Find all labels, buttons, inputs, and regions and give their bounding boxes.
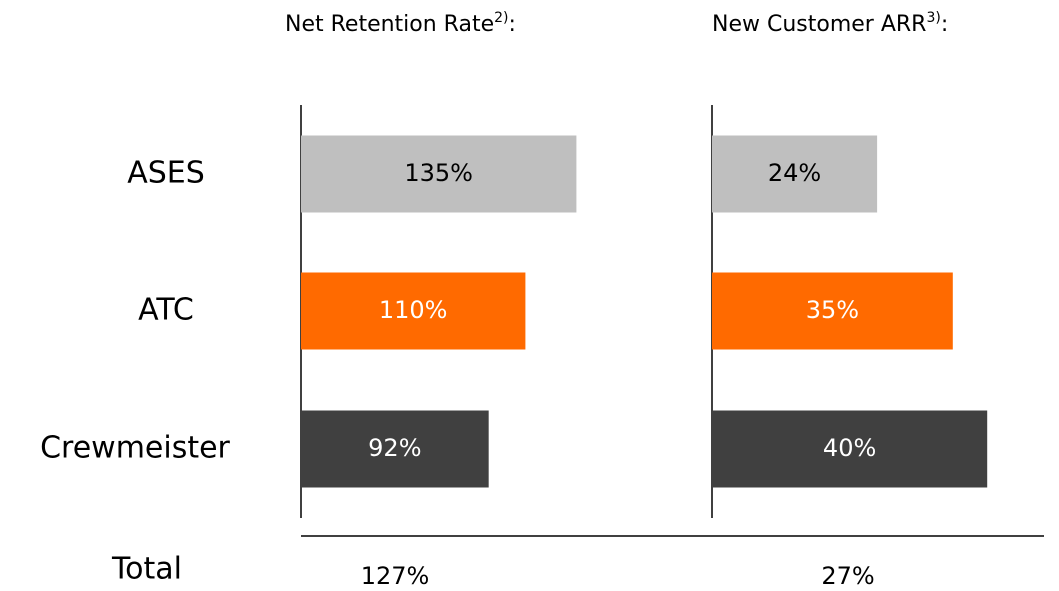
title-end: : — [509, 12, 516, 37]
category-label: ASES — [127, 156, 205, 191]
bar — [301, 272, 526, 350]
value-label: 35% — [806, 296, 859, 324]
total-value: 27% — [821, 562, 874, 590]
value-label: 110% — [379, 296, 448, 324]
category-label: Crewmeister — [40, 431, 230, 466]
title-text: Net Retention Rate — [285, 12, 494, 37]
value-label: 24% — [768, 159, 821, 187]
bar — [712, 272, 953, 350]
total-label: Total — [111, 552, 182, 587]
title-end: : — [941, 12, 948, 37]
bar — [712, 410, 988, 488]
value-label: 92% — [368, 434, 421, 462]
value-label: 135% — [404, 159, 473, 187]
bar — [301, 410, 489, 488]
title-footnote: 3) — [926, 10, 940, 26]
title-footnote: 2) — [494, 10, 508, 26]
total-value: 127% — [361, 562, 430, 590]
panel-title: New Customer ARR3): — [712, 10, 948, 37]
title-text: New Customer ARR — [712, 12, 926, 37]
category-label: ATC — [138, 293, 194, 328]
bar — [712, 135, 878, 213]
value-label: 40% — [823, 434, 876, 462]
panel-title: Net Retention Rate2): — [285, 10, 516, 37]
bar — [301, 135, 577, 213]
